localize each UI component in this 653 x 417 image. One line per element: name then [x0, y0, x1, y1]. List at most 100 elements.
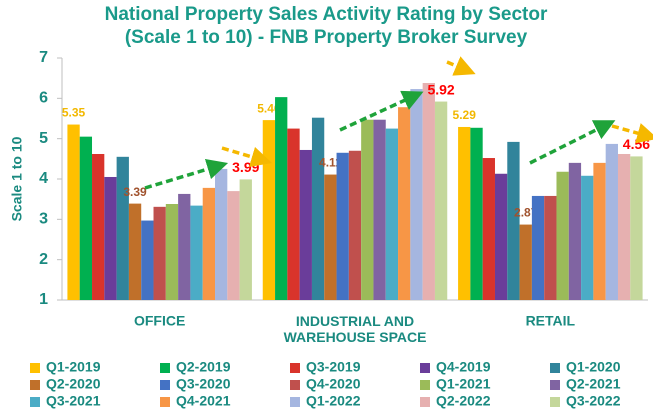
- bar: [410, 89, 423, 300]
- bar: [67, 124, 80, 300]
- legend-swatch: [160, 397, 170, 407]
- bar: [617, 153, 631, 300]
- legend-swatch: [550, 363, 560, 373]
- bar: [630, 156, 643, 300]
- legend-label: Q3-2021: [46, 393, 101, 409]
- legend-swatch: [550, 397, 560, 407]
- bar: [190, 205, 203, 300]
- legend-label: Q1-2021: [436, 376, 491, 392]
- data-label: 5.35: [62, 106, 86, 120]
- trend-arrow: [611, 123, 653, 144]
- legend-swatch: [160, 363, 170, 373]
- bar: [227, 191, 240, 300]
- data-label: 5.92: [427, 81, 454, 97]
- legend-label: Q2-2019: [176, 359, 231, 375]
- bar: [385, 128, 399, 300]
- y-tick-label: 2: [39, 251, 48, 268]
- y-tick-label: 1: [39, 291, 48, 308]
- legend-swatch: [550, 380, 560, 390]
- x-tick-label: RETAIL: [526, 313, 576, 329]
- bar: [311, 117, 325, 301]
- bar: [568, 162, 582, 300]
- legend-swatch: [30, 397, 40, 407]
- bar: [348, 150, 362, 300]
- bar: [92, 153, 105, 300]
- legend-label: Q4-2021: [176, 393, 231, 409]
- data-label: 2.87: [514, 206, 538, 220]
- data-label: 4.11: [319, 156, 342, 170]
- bar: [593, 162, 606, 300]
- bar: [178, 193, 191, 300]
- legend-label: Q3-2019: [306, 359, 361, 375]
- legend-label: Q3-2022: [566, 393, 621, 409]
- legend-swatch: [290, 380, 300, 390]
- y-tick-label: 7: [39, 49, 48, 66]
- bar: [275, 97, 288, 300]
- chart-title: (Scale 1 to 10) - FNB Property Broker Su…: [125, 27, 528, 48]
- bar: [153, 206, 166, 300]
- data-label: 3.39: [123, 185, 147, 199]
- data-label: 4.56: [623, 136, 650, 152]
- chart-title: National Property Sales Activity Rating …: [105, 4, 548, 25]
- bar: [581, 175, 594, 300]
- legend-label: Q4-2019: [436, 359, 491, 375]
- bar: [361, 119, 374, 301]
- y-axis-label: Scale 1 to 10: [9, 136, 25, 221]
- y-tick-label: 5: [39, 130, 48, 147]
- bar: [165, 204, 179, 300]
- legend-swatch: [30, 380, 40, 390]
- y-tick-label: 6: [39, 90, 48, 107]
- bar: [141, 220, 154, 300]
- legend-swatch: [420, 363, 430, 373]
- bar: [531, 195, 545, 300]
- bar: [239, 179, 252, 300]
- bar: [422, 83, 435, 300]
- legend-label: Q2-2022: [436, 393, 491, 409]
- legend-swatch: [290, 363, 300, 373]
- bar: [299, 149, 312, 300]
- data-label: 5.46: [257, 101, 281, 115]
- x-tick-label: OFFICE: [134, 313, 185, 329]
- bar: [507, 141, 520, 300]
- bar: [605, 143, 618, 300]
- bar: [202, 187, 216, 300]
- trend-arrow: [339, 90, 424, 132]
- y-tick-label: 4: [39, 170, 48, 187]
- bar: [519, 224, 532, 300]
- bar: [79, 136, 93, 300]
- bar: [482, 158, 495, 300]
- bar: [494, 173, 508, 300]
- trend-arrows: [144, 56, 653, 190]
- legend-label: Q4-2020: [306, 376, 361, 392]
- trend-arrow: [221, 146, 273, 168]
- legend-label: Q1-2019: [46, 359, 101, 375]
- data-label: 3.99: [232, 159, 259, 175]
- legend-swatch: [290, 397, 300, 407]
- legend-swatch: [160, 380, 170, 390]
- bar: [116, 156, 129, 300]
- bar: [262, 120, 276, 300]
- legend-label: Q2-2021: [566, 376, 621, 392]
- bar: [104, 176, 117, 300]
- bar: [336, 152, 349, 300]
- bar: [373, 119, 386, 301]
- bar: [128, 203, 142, 300]
- bar: [458, 126, 471, 300]
- legend-label: Q1-2020: [566, 359, 621, 375]
- y-tick-label: 3: [39, 211, 48, 228]
- legend-swatch: [420, 380, 430, 390]
- bar: [398, 107, 411, 300]
- trend-arrow: [446, 56, 476, 76]
- trend-arrow: [529, 120, 616, 165]
- trend-arrow: [144, 158, 229, 190]
- legend-label: Q1-2022: [306, 393, 361, 409]
- legend-label: Q2-2020: [46, 376, 101, 392]
- bar: [544, 195, 557, 300]
- bar: [470, 127, 483, 300]
- legend-swatch: [30, 363, 40, 373]
- bar: [215, 168, 228, 300]
- bar: [434, 101, 448, 300]
- bar: [287, 128, 300, 300]
- x-tick-label: INDUSTRIAL AND WAREHOUSE SPACE: [284, 313, 427, 345]
